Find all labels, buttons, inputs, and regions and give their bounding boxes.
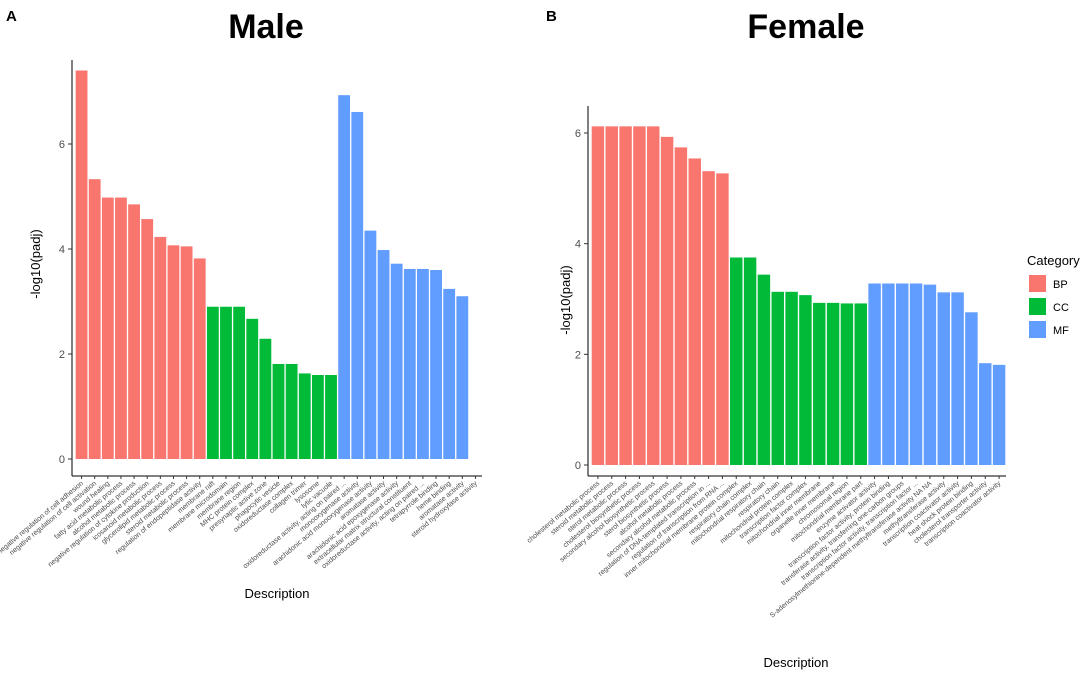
- female-y-axis-title: -log10(padj): [558, 265, 573, 334]
- male-bar: [285, 363, 298, 459]
- female-bar: [785, 291, 798, 465]
- male-bar: [338, 95, 351, 460]
- female-bar: [660, 136, 674, 465]
- female-bar: [909, 283, 923, 465]
- female-bar: [771, 291, 784, 465]
- male-bar: [167, 245, 180, 459]
- male-bar: [377, 250, 390, 459]
- male-bar: [193, 258, 206, 459]
- male-bar: [351, 111, 364, 459]
- female-bar: [619, 126, 632, 466]
- male-bar: [88, 179, 101, 460]
- male-bar: [272, 363, 285, 459]
- male-bar: [154, 236, 167, 459]
- female-bar: [633, 126, 646, 466]
- female-bar: [868, 283, 881, 465]
- male-bar: [390, 263, 403, 459]
- male-bar: [403, 268, 416, 459]
- female-bar: [937, 292, 950, 465]
- female-bar: [757, 274, 771, 465]
- male-y-axis-title: -log10(padj): [28, 229, 43, 298]
- male-bar: [311, 375, 324, 459]
- female-bar: [799, 295, 812, 465]
- female-bar: [882, 283, 895, 465]
- male-bar: [246, 318, 259, 459]
- female-y-tick-label: 4: [575, 239, 581, 251]
- female-bar: [813, 302, 826, 465]
- legend-label-bp: BP: [1053, 279, 1068, 291]
- male-bar: [220, 306, 232, 459]
- female-bar: [688, 158, 701, 465]
- legend-swatch-cc: [1029, 298, 1046, 315]
- female-bar: [730, 257, 743, 465]
- male-bar: [417, 268, 429, 459]
- female-bar: [605, 126, 618, 466]
- female-bar: [951, 292, 964, 465]
- male-bar: [128, 204, 140, 459]
- male-y-tick-label: 0: [59, 454, 65, 466]
- legend-label-mf: MF: [1053, 325, 1069, 337]
- legend-swatch-mf: [1029, 321, 1046, 338]
- male-y-tick-label: 2: [59, 349, 65, 361]
- female-bar: [702, 171, 715, 465]
- female-bar: [840, 303, 854, 465]
- male-bar: [233, 306, 246, 459]
- female-bar: [674, 147, 688, 466]
- female-bar: [992, 364, 1006, 465]
- female-bar: [647, 126, 660, 466]
- male-bar: [430, 270, 442, 459]
- female-bar: [979, 363, 992, 465]
- female-bar: [965, 312, 978, 465]
- male-bar: [206, 306, 219, 459]
- female-y-tick-label: 0: [575, 460, 581, 472]
- male-bar: [259, 338, 272, 459]
- male-bar: [325, 375, 337, 459]
- female-y-tick-label: 6: [575, 128, 581, 140]
- female-bar: [923, 284, 937, 465]
- male-bar: [364, 230, 377, 459]
- female-bar: [716, 173, 729, 466]
- male-y-tick-label: 4: [59, 244, 65, 256]
- male-x-axis-title: Description: [244, 586, 309, 601]
- male-chart-title: Male: [228, 8, 304, 46]
- legend-label-cc: CC: [1053, 302, 1069, 314]
- legend: Category BP CC MF: [1027, 253, 1080, 338]
- legend-swatch-bp: [1029, 275, 1046, 292]
- female-bar: [826, 302, 840, 465]
- female-bar: [854, 303, 867, 465]
- male-y-tick-label: 6: [59, 139, 65, 151]
- male-bar: [115, 197, 127, 460]
- female-bar: [591, 126, 605, 466]
- male-bar: [180, 246, 193, 459]
- male-bar: [101, 197, 114, 460]
- male-bar: [141, 219, 154, 459]
- legend-title: Category: [1027, 253, 1080, 268]
- panel-letter-a: A: [6, 8, 17, 25]
- female-bar: [896, 283, 909, 465]
- panel-letter-b: B: [546, 8, 557, 25]
- male-bar: [75, 70, 88, 459]
- female-chart-title: Female: [747, 8, 864, 46]
- female-bar: [743, 257, 757, 465]
- female-x-axis-title: Description: [763, 655, 828, 670]
- male-bar: [298, 373, 311, 459]
- female-y-tick-label: 2: [575, 349, 581, 361]
- male-bar: [456, 296, 469, 459]
- male-bar: [443, 288, 456, 459]
